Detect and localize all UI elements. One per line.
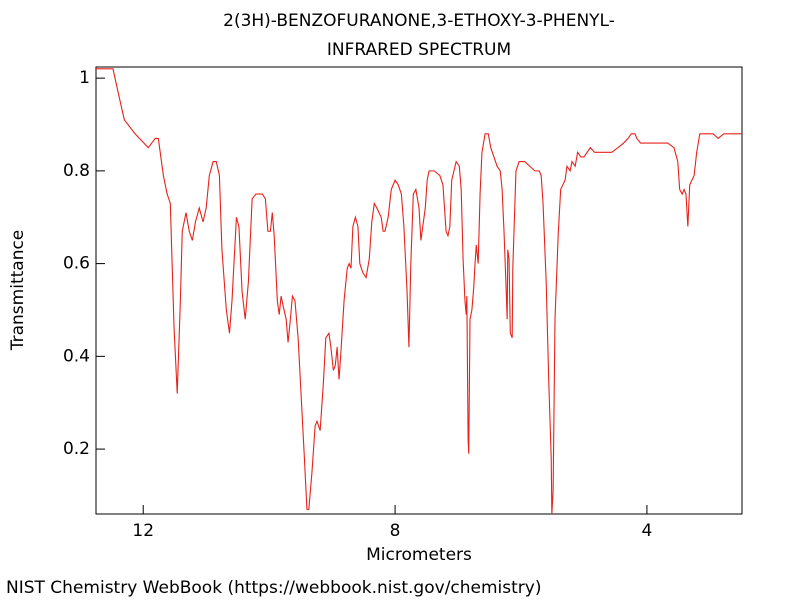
y-axis-label: Transmittance <box>8 230 28 352</box>
y-tick-label: 0.6 <box>63 254 90 274</box>
plot-frame <box>95 66 743 515</box>
y-tick-label: 1 <box>79 68 90 88</box>
spectrum-line <box>96 68 742 514</box>
x-tick-label: 8 <box>390 521 401 541</box>
x-axis-label: Micrometers <box>366 545 472 565</box>
footer: NIST Chemistry WebBook (https://webbook.… <box>6 578 541 598</box>
y-tick-label: 0.2 <box>63 439 90 459</box>
chart-subtitle: INFRARED SPECTRUM <box>327 40 511 60</box>
y-tick-label: 0.4 <box>63 346 90 366</box>
x-tick-label: 4 <box>642 521 653 541</box>
y-tick-label: 0.8 <box>63 161 90 181</box>
x-tick-label: 12 <box>132 521 154 541</box>
chart-title: 2(3H)-BENZOFURANONE,3-ETHOXY-3-PHENYL- <box>223 11 615 31</box>
